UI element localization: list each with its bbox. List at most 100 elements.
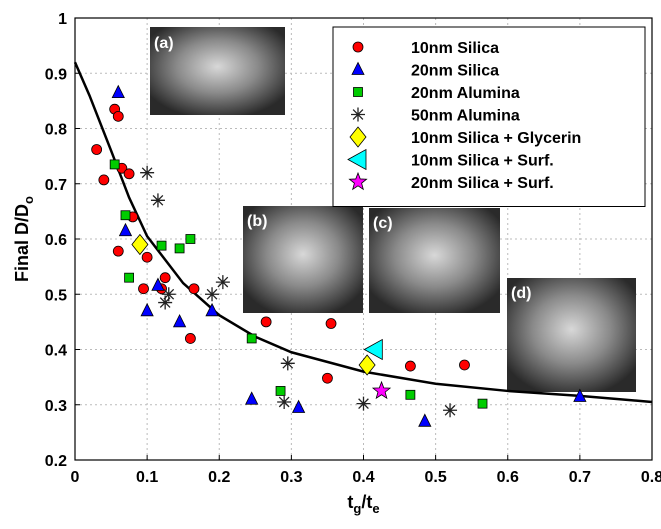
- y-tick-label: 0.4: [45, 343, 67, 360]
- marker: [172, 313, 187, 328]
- marker: [353, 87, 363, 97]
- marker: [151, 277, 165, 291]
- x-axis-label-text: t: [347, 492, 353, 512]
- inset-image: [150, 27, 285, 115]
- legend-box: [332, 26, 646, 207]
- marker: [205, 287, 220, 302]
- marker: [246, 333, 257, 344]
- inset-image: [243, 206, 363, 313]
- marker: [260, 316, 272, 328]
- y-tick-label: 0.9: [45, 66, 67, 83]
- inset-image: [507, 278, 636, 392]
- marker: [322, 372, 333, 384]
- marker: [124, 272, 134, 283]
- marker: [477, 398, 488, 409]
- marker: [140, 165, 155, 180]
- legend-label: 20nm Silica: [411, 63, 499, 80]
- x-axis-label: tg/te: [347, 492, 379, 516]
- marker: [123, 168, 135, 180]
- x-tick-label: 0.1: [136, 469, 158, 486]
- y-axis-label-sub: o: [21, 196, 36, 204]
- x-tick-label: 0.2: [208, 469, 230, 486]
- y-axis-label-text: Final D/D: [12, 204, 32, 282]
- legend-label: 10nm Silica + Glycerin: [411, 130, 581, 147]
- insets: (a) (b) (c) (d): [150, 27, 636, 392]
- fit-line: [73, 61, 653, 404]
- marker: [573, 388, 587, 402]
- marker: [351, 61, 365, 75]
- legend-label: 20nm Silica + Surf.: [411, 175, 554, 192]
- x-tick-label: 0.6: [497, 469, 519, 486]
- marker: [161, 287, 176, 302]
- marker: [358, 354, 376, 376]
- marker: [131, 233, 149, 256]
- y-tick-label: 0.3: [45, 398, 67, 415]
- legend-label: 20nm Alumina: [411, 85, 520, 102]
- y-tick-label: 1: [58, 11, 67, 28]
- x-axis-label-sub: g: [353, 501, 361, 516]
- marker: [405, 389, 416, 400]
- x-tick-label: 0.8: [641, 469, 661, 486]
- marker: [245, 391, 259, 405]
- inset-image: [369, 208, 500, 313]
- marker: [185, 234, 196, 244]
- x-tick-label: 0.7: [569, 469, 591, 486]
- marker: [443, 403, 458, 418]
- marker: [205, 302, 219, 317]
- legend-label: 10nm Silica + Surf.: [411, 153, 554, 170]
- marker: [352, 41, 364, 53]
- plot-frame: [74, 17, 653, 461]
- marker: [156, 240, 167, 251]
- y-tick-label: 0.5: [45, 287, 67, 304]
- marker: [184, 333, 196, 344]
- y-axis-label: Final D/Do: [12, 196, 36, 282]
- marker: [188, 283, 200, 295]
- marker: [275, 386, 286, 396]
- y-tick-label: 0.2: [45, 453, 67, 470]
- inset-label: (b): [247, 213, 267, 230]
- marker: [150, 193, 165, 208]
- x-axis-label-text: /t: [361, 492, 372, 512]
- y-tick-label: 0.7: [45, 177, 67, 194]
- marker: [371, 380, 392, 400]
- marker: [112, 245, 124, 257]
- x-tick-label: 0.5: [425, 469, 447, 486]
- marker: [112, 110, 124, 122]
- marker: [215, 275, 230, 290]
- marker: [120, 210, 131, 221]
- y-tick-label: 0.8: [45, 122, 67, 139]
- legend-label: 50nm Alumina: [411, 108, 520, 125]
- marker: [291, 399, 306, 413]
- marker: [348, 171, 368, 191]
- marker: [98, 174, 110, 186]
- marker: [109, 159, 120, 170]
- marker: [325, 318, 337, 329]
- marker: [140, 302, 154, 317]
- marker: [349, 126, 367, 148]
- marker: [277, 394, 292, 409]
- inset-label: (a): [154, 35, 174, 52]
- x-tick-label: 0: [71, 469, 80, 486]
- marker: [356, 396, 371, 411]
- marker: [347, 148, 367, 171]
- marker: [174, 243, 185, 254]
- marker: [111, 84, 125, 98]
- marker: [141, 251, 153, 263]
- inset-label: (d): [511, 285, 531, 302]
- marker: [280, 356, 295, 371]
- marker: [404, 360, 416, 372]
- x-axis-label-sub: e: [372, 501, 379, 516]
- x-tick-label: 0.4: [352, 469, 374, 486]
- marker: [159, 272, 171, 284]
- marker: [138, 283, 149, 295]
- marker: [459, 359, 470, 371]
- marker: [158, 295, 173, 310]
- legend-label: 10nm Silica: [411, 40, 499, 57]
- marker: [363, 338, 383, 361]
- marker: [351, 107, 365, 122]
- marker: [418, 413, 432, 427]
- marker: [91, 144, 103, 155]
- marker: [118, 222, 133, 237]
- x-tick-label: 0.3: [280, 469, 302, 486]
